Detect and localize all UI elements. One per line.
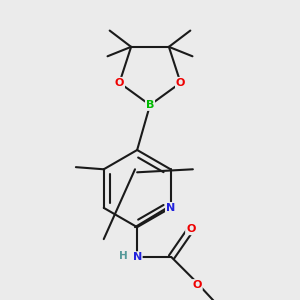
Text: O: O (115, 78, 124, 88)
Text: B: B (146, 100, 154, 110)
Text: O: O (176, 78, 185, 88)
Text: H: H (119, 251, 128, 261)
Text: N: N (133, 252, 142, 262)
Text: N: N (166, 203, 175, 213)
Text: O: O (193, 280, 202, 290)
Text: O: O (186, 224, 195, 234)
